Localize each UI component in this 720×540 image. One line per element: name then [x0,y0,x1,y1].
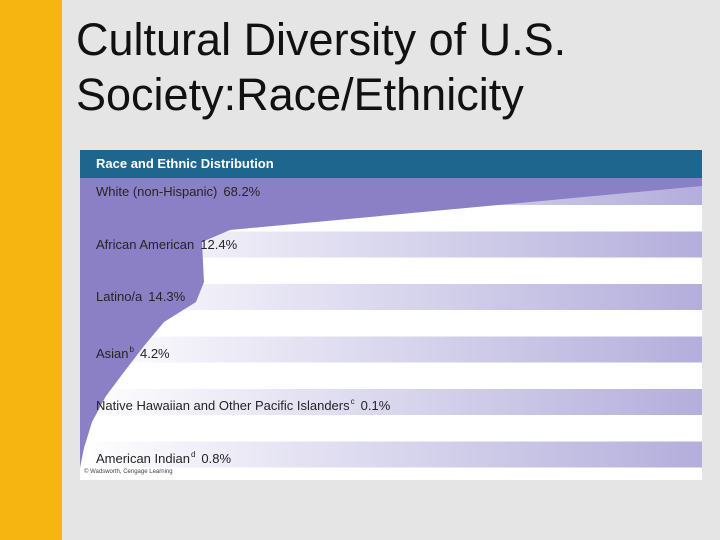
slide-title: Cultural Diversity of U.S. Society:Race/… [76,12,706,122]
row-label: White (non-Hispanic) 68.2% [96,184,260,200]
row-footnote-marker: d [190,449,196,459]
row-value: 0.8% [201,450,232,466]
row-footnote-marker: b [129,344,134,354]
row-value: 14.3% [148,289,186,304]
row-stripe [80,336,702,363]
row-stripe [80,389,702,415]
row-category: African American [96,236,195,252]
row-category: White (non-Hispanic) [96,184,218,199]
row-label: Native Hawaiian and Other Pacific Island… [96,394,390,414]
slide-title-line-1: Cultural Diversity of U.S. [76,14,567,65]
accent-sidebar [0,0,62,540]
distribution-area-chart [80,150,702,468]
row-category: Native Hawaiian and Other Pacific Island… [96,398,350,413]
row-label: Asianb 4.2% [96,342,170,362]
row-stripe [80,441,702,468]
row-category: Asian [96,345,129,361]
row-value: 68.2% [223,184,261,199]
population-area-shape [80,178,702,468]
row-category: American Indian [96,450,190,466]
row-label: Latino/a 14.3% [96,289,185,305]
row-category: Latino/a [96,289,143,304]
row-label: African American 12.4% [96,237,237,253]
figure-credit: © Wadsworth, Cengage Learning [84,469,173,475]
row-label: American Indiand 0.8% [96,447,231,467]
header-band [80,150,702,178]
row-footnote-marker: c [350,397,355,406]
row-value: 4.2% [139,345,170,361]
row-value: 12.4% [200,236,238,252]
distribution-figure: Race and Ethnic Distribution White (non-… [80,150,702,480]
figure-header-title: Race and Ethnic Distribution [96,156,274,171]
slide-title-line-2: Society:Race/Ethnicity [76,69,524,120]
row-value: 0.1% [360,398,391,413]
